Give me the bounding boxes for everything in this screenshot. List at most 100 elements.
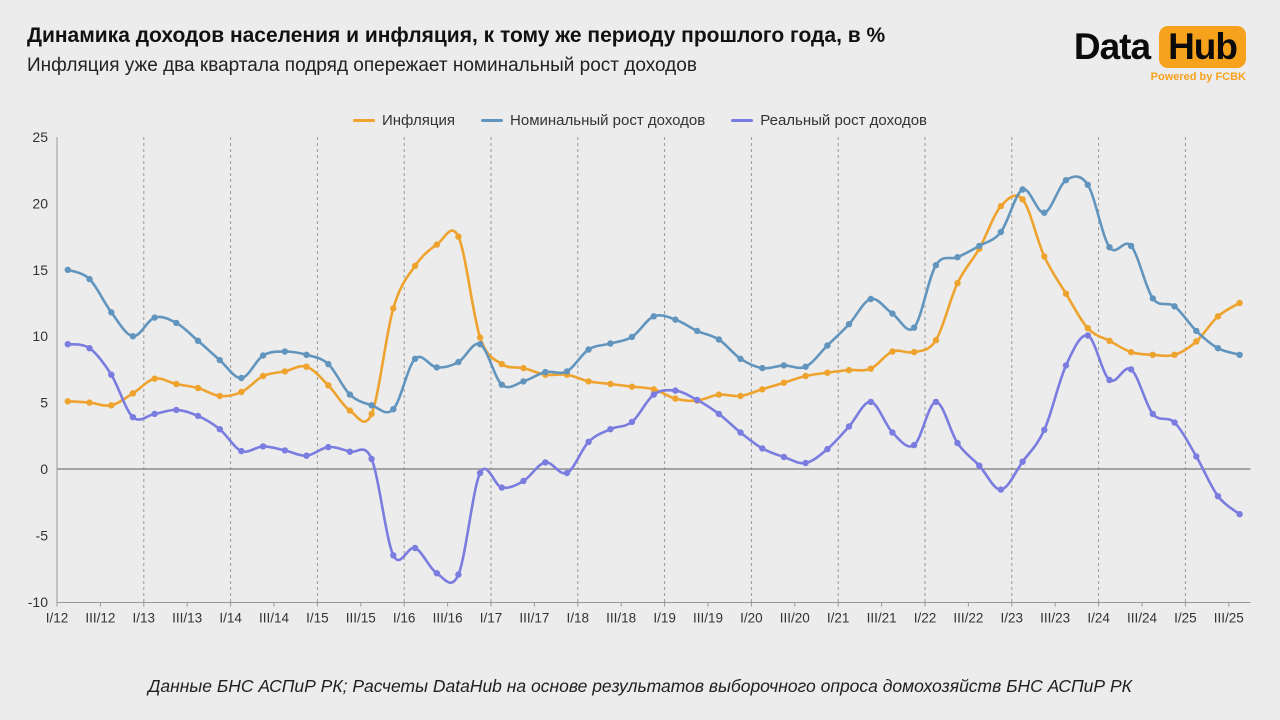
data-point-nominal-income[interactable] bbox=[867, 295, 874, 303]
data-point-nominal-income[interactable] bbox=[1214, 345, 1222, 352]
data-point-nominal-income[interactable] bbox=[1019, 186, 1026, 193]
data-point-nominal-income[interactable] bbox=[824, 342, 831, 349]
data-point-real-income[interactable] bbox=[1149, 410, 1157, 418]
data-point-nominal-income[interactable] bbox=[433, 364, 440, 371]
data-point-inflation[interactable] bbox=[86, 399, 93, 406]
data-point-inflation[interactable] bbox=[433, 241, 440, 248]
data-point-real-income[interactable] bbox=[64, 341, 72, 348]
data-point-inflation[interactable] bbox=[954, 279, 961, 287]
data-point-inflation[interactable] bbox=[108, 402, 115, 409]
data-point-real-income[interactable] bbox=[1106, 376, 1113, 384]
data-point-real-income[interactable] bbox=[1084, 332, 1092, 339]
data-point-real-income[interactable] bbox=[954, 439, 961, 447]
data-point-inflation[interactable] bbox=[1127, 348, 1135, 356]
data-point-inflation[interactable] bbox=[802, 372, 809, 380]
data-point-inflation[interactable] bbox=[238, 388, 245, 396]
data-point-real-income[interactable] bbox=[997, 486, 1005, 493]
data-point-real-income[interactable] bbox=[390, 552, 397, 559]
data-point-inflation[interactable] bbox=[1041, 253, 1048, 260]
data-point-inflation[interactable] bbox=[194, 384, 202, 392]
data-point-real-income[interactable] bbox=[151, 410, 158, 418]
data-point-nominal-income[interactable] bbox=[194, 337, 202, 344]
data-point-inflation[interactable] bbox=[845, 366, 853, 374]
data-point-nominal-income[interactable] bbox=[628, 333, 636, 341]
data-point-inflation[interactable] bbox=[1149, 351, 1157, 358]
data-point-real-income[interactable] bbox=[976, 462, 983, 469]
data-point-nominal-income[interactable] bbox=[520, 378, 527, 385]
data-point-inflation[interactable] bbox=[1214, 313, 1222, 320]
data-point-inflation[interactable] bbox=[411, 262, 419, 269]
data-point-inflation[interactable] bbox=[1019, 196, 1026, 203]
data-point-nominal-income[interactable] bbox=[1236, 351, 1243, 358]
data-point-real-income[interactable] bbox=[585, 438, 592, 445]
data-point-inflation[interactable] bbox=[585, 378, 592, 385]
data-point-real-income[interactable] bbox=[433, 570, 440, 577]
data-point-real-income[interactable] bbox=[1236, 511, 1243, 518]
data-point-nominal-income[interactable] bbox=[325, 360, 332, 368]
data-point-real-income[interactable] bbox=[672, 387, 679, 394]
data-point-real-income[interactable] bbox=[845, 423, 853, 430]
data-point-nominal-income[interactable] bbox=[173, 319, 180, 327]
data-point-nominal-income[interactable] bbox=[259, 352, 267, 359]
data-point-nominal-income[interactable] bbox=[650, 313, 657, 320]
data-point-nominal-income[interactable] bbox=[889, 310, 896, 317]
data-point-nominal-income[interactable] bbox=[693, 327, 701, 335]
data-point-real-income[interactable] bbox=[802, 459, 809, 467]
data-point-inflation[interactable] bbox=[910, 348, 918, 356]
data-point-nominal-income[interactable] bbox=[1106, 244, 1113, 251]
data-point-inflation[interactable] bbox=[607, 380, 614, 388]
data-point-real-income[interactable] bbox=[780, 453, 788, 461]
data-point-real-income[interactable] bbox=[411, 544, 419, 552]
data-point-real-income[interactable] bbox=[650, 391, 657, 398]
data-point-nominal-income[interactable] bbox=[910, 324, 918, 331]
data-point-inflation[interactable] bbox=[650, 386, 657, 393]
data-point-inflation[interactable] bbox=[368, 410, 375, 418]
data-point-inflation[interactable] bbox=[281, 368, 289, 375]
data-point-nominal-income[interactable] bbox=[932, 262, 940, 269]
data-point-real-income[interactable] bbox=[715, 410, 723, 418]
data-point-nominal-income[interactable] bbox=[607, 340, 614, 347]
data-point-nominal-income[interactable] bbox=[780, 362, 788, 369]
series-nominal-income[interactable] bbox=[64, 175, 1243, 414]
data-point-real-income[interactable] bbox=[520, 477, 527, 485]
data-point-real-income[interactable] bbox=[1171, 419, 1178, 426]
data-point-nominal-income[interactable] bbox=[585, 346, 592, 353]
data-point-real-income[interactable] bbox=[1193, 453, 1200, 460]
data-point-inflation[interactable] bbox=[780, 379, 788, 386]
data-point-real-income[interactable] bbox=[628, 418, 636, 426]
data-point-inflation[interactable] bbox=[303, 363, 310, 370]
data-point-real-income[interactable] bbox=[129, 414, 137, 421]
data-point-inflation[interactable] bbox=[1236, 299, 1243, 307]
data-point-inflation[interactable] bbox=[759, 386, 766, 393]
data-point-real-income[interactable] bbox=[889, 429, 896, 436]
data-point-real-income[interactable] bbox=[910, 441, 918, 449]
data-point-real-income[interactable] bbox=[108, 371, 115, 378]
series-line-real-income[interactable] bbox=[66, 334, 1241, 584]
data-point-nominal-income[interactable] bbox=[1062, 177, 1070, 184]
data-point-inflation[interactable] bbox=[390, 305, 397, 312]
data-point-real-income[interactable] bbox=[542, 459, 549, 466]
data-point-inflation[interactable] bbox=[889, 348, 896, 355]
data-point-real-income[interactable] bbox=[563, 469, 571, 477]
data-point-real-income[interactable] bbox=[194, 412, 202, 420]
data-point-nominal-income[interactable] bbox=[346, 391, 354, 398]
data-point-nominal-income[interactable] bbox=[954, 254, 961, 261]
data-point-nominal-income[interactable] bbox=[108, 309, 115, 316]
data-point-real-income[interactable] bbox=[455, 571, 462, 578]
data-point-nominal-income[interactable] bbox=[238, 374, 245, 382]
data-point-nominal-income[interactable] bbox=[411, 355, 419, 362]
data-point-nominal-income[interactable] bbox=[390, 406, 397, 413]
data-point-nominal-income[interactable] bbox=[563, 368, 571, 375]
data-point-real-income[interactable] bbox=[1062, 362, 1070, 369]
data-point-nominal-income[interactable] bbox=[455, 358, 462, 366]
data-point-inflation[interactable] bbox=[173, 380, 180, 388]
legend-item-real-income[interactable]: Реальный рост доходов bbox=[731, 112, 927, 129]
data-point-real-income[interactable] bbox=[476, 469, 484, 477]
data-point-inflation[interactable] bbox=[476, 334, 484, 341]
data-point-nominal-income[interactable] bbox=[976, 242, 983, 250]
data-point-inflation[interactable] bbox=[737, 392, 744, 400]
data-point-nominal-income[interactable] bbox=[1041, 209, 1048, 216]
data-point-nominal-income[interactable] bbox=[498, 381, 505, 388]
data-point-nominal-income[interactable] bbox=[1149, 295, 1157, 302]
